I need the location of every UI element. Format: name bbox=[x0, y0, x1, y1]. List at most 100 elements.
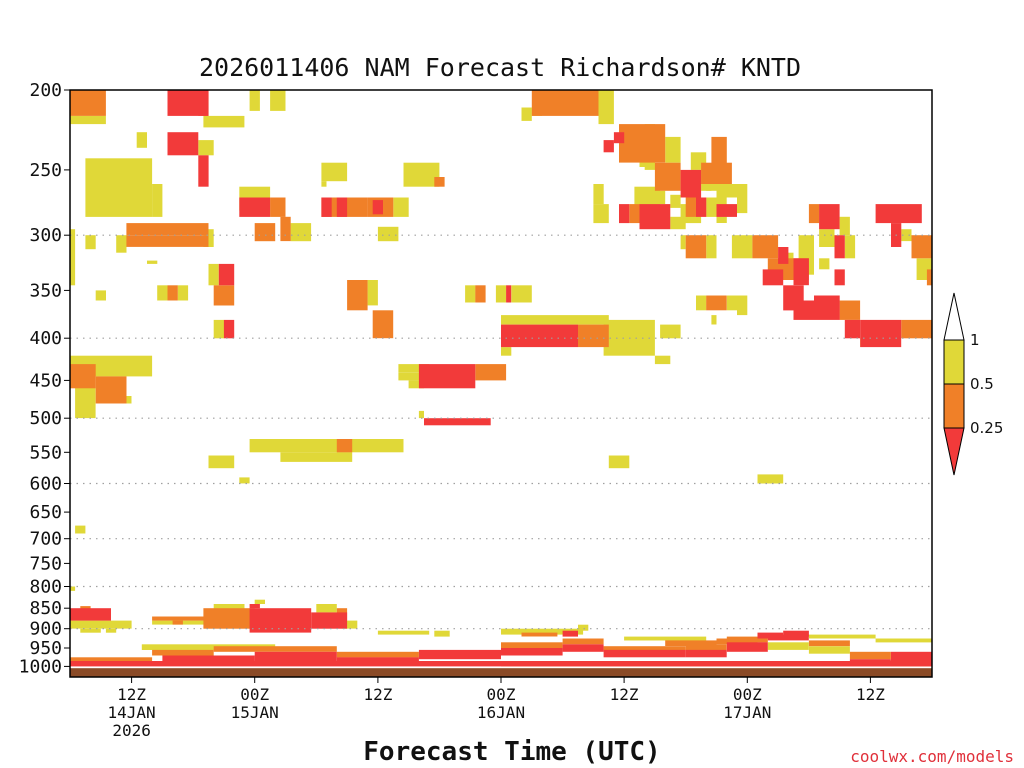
y-tick-label-200: 200 bbox=[29, 80, 62, 101]
ri-cell-high bbox=[393, 197, 409, 217]
ri-cell-high bbox=[511, 285, 532, 303]
ri-cell-high bbox=[239, 477, 250, 484]
colorbar-label-1: 1 bbox=[970, 331, 980, 349]
ri-cell-high bbox=[203, 115, 245, 128]
ri-cell-high bbox=[593, 204, 609, 224]
colorbar: 1 0.5 0.25 bbox=[943, 292, 1003, 476]
ri-cell-mid bbox=[336, 651, 419, 658]
y-tick-label-1000: 1000 bbox=[19, 656, 62, 677]
ri-cell-high bbox=[670, 216, 686, 230]
ri-cell-low bbox=[167, 90, 209, 116]
ri-cell-low bbox=[767, 634, 809, 641]
colorbar-label-0.5: 0.5 bbox=[970, 375, 994, 393]
y-axis: 200 250 300 350 400 450 500 550 600 650 700 750 8008… bbox=[19, 80, 70, 677]
ri-cell-low bbox=[814, 295, 840, 320]
ri-cell-mid bbox=[808, 204, 820, 224]
ri-cell-high bbox=[105, 628, 117, 633]
ri-cell-mid bbox=[126, 235, 209, 247]
ri-cell-high bbox=[70, 586, 76, 591]
ri-cell-low bbox=[223, 319, 235, 339]
ri-cell-low bbox=[639, 204, 671, 230]
x-tick-label: 15JAN bbox=[231, 703, 279, 722]
ri-cell-high bbox=[398, 364, 430, 373]
colorbar-bottom-arrow bbox=[943, 427, 965, 476]
y-tick-label-600: 600 bbox=[29, 474, 62, 495]
ri-cells bbox=[70, 90, 932, 667]
ri-cell-low bbox=[762, 269, 784, 286]
y-tick-label-500: 500 bbox=[29, 408, 62, 429]
gridlines bbox=[70, 234, 932, 630]
ri-cell-low bbox=[613, 132, 625, 144]
ri-cell-high bbox=[844, 235, 856, 259]
ri-cell-mid bbox=[685, 197, 696, 217]
ri-cell-mid bbox=[726, 636, 768, 643]
ri-cell-high bbox=[731, 235, 753, 259]
ri-cell-high bbox=[203, 229, 214, 247]
ri-cell-mid bbox=[167, 285, 178, 301]
ri-cell-mid bbox=[578, 324, 609, 348]
ri-cell-high bbox=[377, 226, 399, 242]
ri-cell-low bbox=[680, 169, 702, 198]
colorbar-band-orange bbox=[943, 383, 965, 429]
ri-cell-mid bbox=[839, 300, 861, 320]
ri-cell-mid bbox=[213, 285, 235, 306]
x-tick-label: 12Z bbox=[117, 685, 146, 704]
ri-cell-mid bbox=[70, 364, 96, 389]
ri-cell-mid bbox=[152, 616, 214, 621]
ri-cell-low bbox=[418, 364, 476, 389]
ri-cell-high bbox=[290, 223, 312, 242]
x-tick-label: 17JAN bbox=[723, 703, 771, 722]
ri-cell-high bbox=[80, 628, 101, 633]
x-tick-label: 12Z bbox=[610, 685, 639, 704]
chart-title: 2026011406 NAM Forecast Richardson# KNTD bbox=[199, 53, 801, 82]
ri-cell-high bbox=[608, 455, 630, 469]
ri-cell-mid bbox=[347, 280, 368, 311]
ri-cell-low bbox=[793, 258, 809, 286]
ri-cell-high bbox=[716, 216, 727, 223]
ri-cell-high bbox=[141, 644, 276, 650]
ri-cell-high bbox=[177, 285, 189, 301]
ri-cell-high bbox=[85, 235, 96, 250]
ri-cell-low bbox=[321, 197, 332, 217]
x-tick-label: 00Z bbox=[240, 685, 269, 704]
ri-cell-high bbox=[147, 260, 158, 264]
y-tick-label-800: 800 bbox=[29, 577, 62, 598]
ri-cell-low bbox=[254, 651, 337, 661]
ri-cell-mid bbox=[475, 364, 507, 381]
ri-cell-low bbox=[501, 648, 563, 656]
ri-cell-mid bbox=[521, 632, 558, 637]
ri-cell-high bbox=[696, 295, 707, 311]
ri-cell-mid bbox=[80, 606, 91, 611]
ri-cell-high bbox=[757, 474, 784, 484]
ri-cell-low bbox=[162, 655, 255, 661]
ri-cell-low bbox=[685, 649, 727, 658]
y-tick-label-700: 700 bbox=[29, 529, 62, 550]
ri-cell-high bbox=[249, 90, 260, 111]
ri-cell-high bbox=[495, 285, 507, 303]
ri-cell-low bbox=[311, 612, 348, 629]
ri-cell-low bbox=[783, 630, 809, 637]
ri-cell-high bbox=[208, 263, 219, 286]
ri-cell-high bbox=[501, 628, 584, 635]
ri-cell-low bbox=[891, 651, 932, 661]
ri-cell-mid bbox=[172, 620, 183, 625]
ri-cell-low bbox=[860, 319, 902, 348]
ri-cell-low bbox=[619, 204, 630, 224]
ri-cell-high bbox=[157, 285, 168, 301]
ri-cell-high bbox=[808, 646, 850, 654]
ri-cell-high bbox=[418, 410, 424, 419]
ri-cell-mid bbox=[629, 204, 640, 224]
ri-cell-mid bbox=[336, 439, 353, 453]
ri-cell-high bbox=[434, 630, 450, 637]
ri-cell-mid bbox=[70, 657, 153, 663]
ri-cell-low bbox=[167, 132, 199, 156]
ri-cell-mid bbox=[901, 319, 932, 339]
ri-cell-mid bbox=[752, 235, 779, 259]
ri-cell-high bbox=[213, 319, 224, 339]
ri-cell-mid bbox=[619, 124, 666, 163]
ri-cell-high bbox=[875, 638, 932, 643]
ri-cell-high bbox=[75, 525, 86, 534]
y-tick-label-550: 550 bbox=[29, 442, 62, 463]
x-tick-label: 00Z bbox=[733, 685, 762, 704]
